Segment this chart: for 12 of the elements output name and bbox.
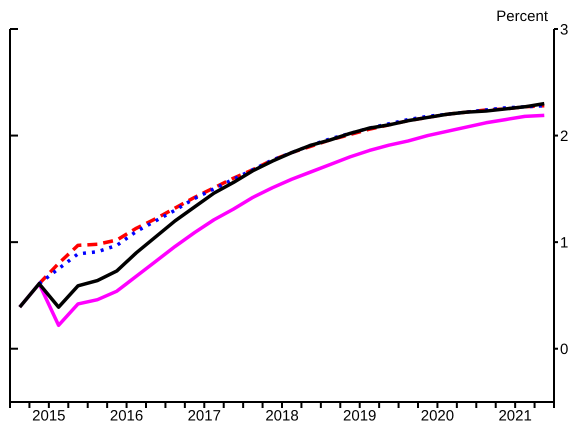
y-tick-label: 0	[560, 341, 568, 358]
x-tick-label: 2020	[420, 408, 454, 423]
x-tick-label: 2018	[265, 408, 299, 423]
y-axis-title: Percent	[496, 8, 548, 25]
y-tick-label: 2	[560, 128, 568, 145]
x-tick-label: 2021	[498, 408, 532, 423]
y-tick-label: 1	[560, 234, 568, 252]
x-tick-label: 2015	[32, 408, 66, 423]
x-tick-label: 2016	[110, 408, 144, 423]
x-tick-label: 2017	[188, 408, 221, 423]
x-tick-label: 2019	[343, 408, 376, 423]
y-tick-label: 3	[560, 21, 568, 38]
